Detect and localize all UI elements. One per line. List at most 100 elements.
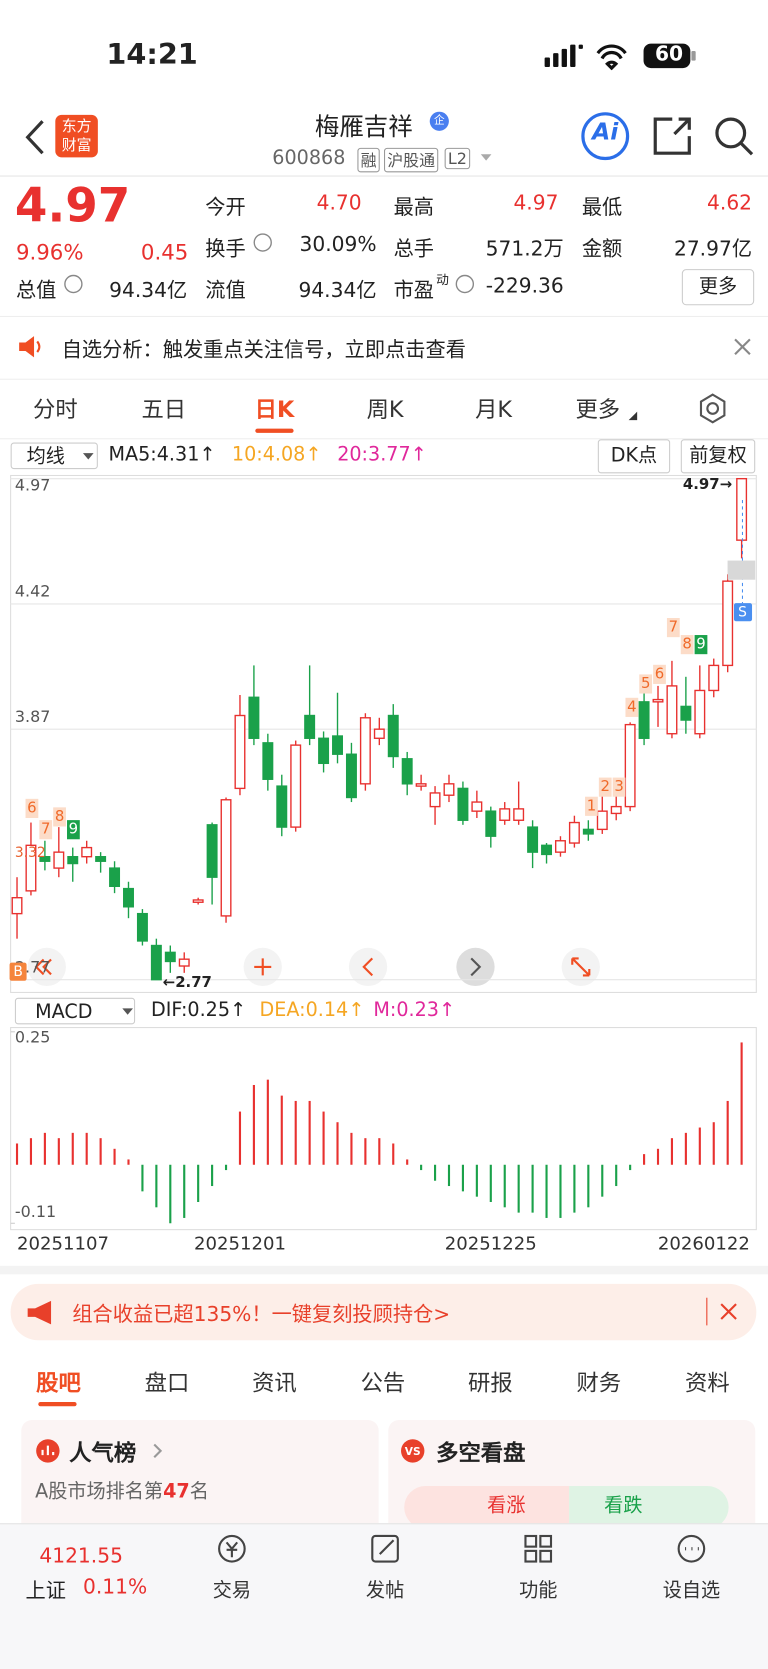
candle-body — [164, 951, 176, 963]
candle-body — [429, 792, 441, 808]
divider — [0, 175, 768, 177]
field-label: 今开 — [205, 195, 246, 220]
candle-body — [53, 851, 65, 869]
sell-zone — [727, 560, 756, 580]
macd-bar — [447, 1164, 451, 1187]
field-value: 571.2万 — [485, 237, 564, 261]
macd-bar — [433, 1164, 437, 1181]
y-tick-label: 0.25 — [15, 1028, 51, 1047]
share-button[interactable] — [651, 115, 694, 158]
nav-item[interactable]: 设自选 — [662, 1579, 721, 1602]
ma-select[interactable]: 均线 — [10, 442, 98, 470]
field-value: 4.97 — [513, 191, 559, 215]
macd-bar — [141, 1164, 144, 1192]
more-button[interactable]: 更多 — [681, 269, 755, 306]
candle-body — [345, 753, 357, 799]
indicator-select[interactable]: MACD — [14, 997, 136, 1025]
td-badge — [67, 820, 80, 840]
period-tab[interactable]: 日K — [254, 396, 295, 423]
candle-body — [485, 810, 497, 837]
section-gap — [0, 1265, 768, 1275]
field-label: 流值 — [205, 278, 246, 303]
candle-body — [401, 758, 413, 785]
candle-body — [457, 787, 469, 821]
active-tab-indicator — [255, 428, 294, 433]
back-button[interactable] — [19, 117, 51, 157]
rank-icon — [36, 1439, 60, 1463]
dk-button[interactable]: DK点 — [597, 439, 671, 474]
buy-marker — [9, 962, 27, 981]
stock-code: 600868 — [272, 146, 346, 170]
field-label: 换手 — [205, 237, 246, 261]
candle-body — [262, 742, 274, 780]
candle-body — [318, 737, 330, 765]
nav-item[interactable]: 发帖 — [365, 1579, 405, 1602]
macd-bar — [615, 1164, 618, 1187]
content-tab[interactable]: 盘口 — [144, 1370, 190, 1396]
macd-bar — [336, 1122, 339, 1165]
rank-text: A股市场排名第47名 — [35, 1476, 209, 1504]
settings-button[interactable] — [697, 393, 729, 425]
content-tab[interactable]: 资料 — [685, 1370, 730, 1396]
adjust-button[interactable]: 前复权 — [680, 439, 756, 474]
nav-icons — [218, 1534, 706, 1563]
ai-button[interactable] — [580, 111, 631, 162]
close-banner[interactable] — [719, 1302, 738, 1321]
period-tab[interactable]: 月K — [475, 396, 513, 423]
y-tick-label: 4.97 — [15, 476, 51, 495]
macd-bar — [670, 1138, 674, 1165]
macd-bar — [573, 1164, 576, 1213]
candle-body — [610, 805, 622, 815]
nav-item[interactable]: 交易 — [212, 1579, 252, 1602]
promo-banner[interactable] — [10, 1283, 757, 1341]
y-tick-label: 4.42 — [15, 582, 51, 601]
high-label: 4.97→ — [683, 475, 732, 493]
ma20-legend: 20:3.77↑ — [337, 443, 427, 466]
change-amount: 0.45 — [140, 239, 189, 265]
macd-bar — [684, 1132, 687, 1165]
enterprise-badge: 企 — [429, 111, 449, 131]
content-tab[interactable]: 股吧 — [36, 1370, 81, 1396]
content-tab[interactable]: 资讯 — [252, 1370, 297, 1396]
battery-level: 60 — [654, 42, 684, 66]
notice-bar[interactable] — [0, 315, 768, 380]
td-badge — [598, 777, 612, 797]
period-tab[interactable]: 更多 — [575, 396, 621, 423]
x-tick-label: 20260122 — [658, 1234, 750, 1255]
candle-body — [708, 664, 720, 692]
search-button[interactable] — [713, 115, 756, 158]
candle-body — [81, 846, 93, 858]
macd-bar — [211, 1164, 214, 1187]
period-tab[interactable]: 分时 — [32, 396, 78, 423]
content-tab[interactable]: 研报 — [468, 1370, 513, 1396]
code-dropdown[interactable] — [479, 151, 494, 164]
candle-body — [568, 821, 580, 844]
macd-bar — [85, 1132, 88, 1165]
td-badge — [25, 798, 39, 818]
macd-bar — [587, 1164, 590, 1208]
macd-bar — [643, 1154, 646, 1165]
macd-bar — [43, 1132, 46, 1165]
candle-body — [387, 714, 399, 758]
content-tab[interactable]: 财务 — [576, 1370, 622, 1396]
sell-marker — [733, 603, 753, 622]
nav-item[interactable]: 功能 — [519, 1579, 558, 1602]
bull-pill[interactable] — [404, 1486, 570, 1529]
macd-bar — [57, 1138, 60, 1165]
candle-body — [680, 705, 692, 721]
chevron — [153, 1443, 163, 1459]
index-value[interactable]: 4121.55 — [39, 1544, 123, 1568]
candle-body — [513, 808, 525, 821]
td-count: 7 — [41, 820, 50, 838]
bear-label: 看跌 — [604, 1494, 643, 1517]
tag: L2 — [444, 147, 471, 170]
period-tab[interactable]: 周K — [366, 396, 404, 423]
banner-text: 组合收益已超135%！一键复刻投顾持仓> — [72, 1303, 451, 1327]
bear-pill[interactable] — [569, 1486, 729, 1529]
content-tab[interactable]: 公告 — [360, 1370, 406, 1396]
close-notice[interactable] — [732, 336, 753, 357]
candle-body — [150, 944, 162, 981]
macd-bar — [71, 1132, 74, 1165]
period-tab[interactable]: 五日 — [141, 396, 187, 423]
dif-legend: DIF:0.25↑ — [151, 998, 247, 1022]
